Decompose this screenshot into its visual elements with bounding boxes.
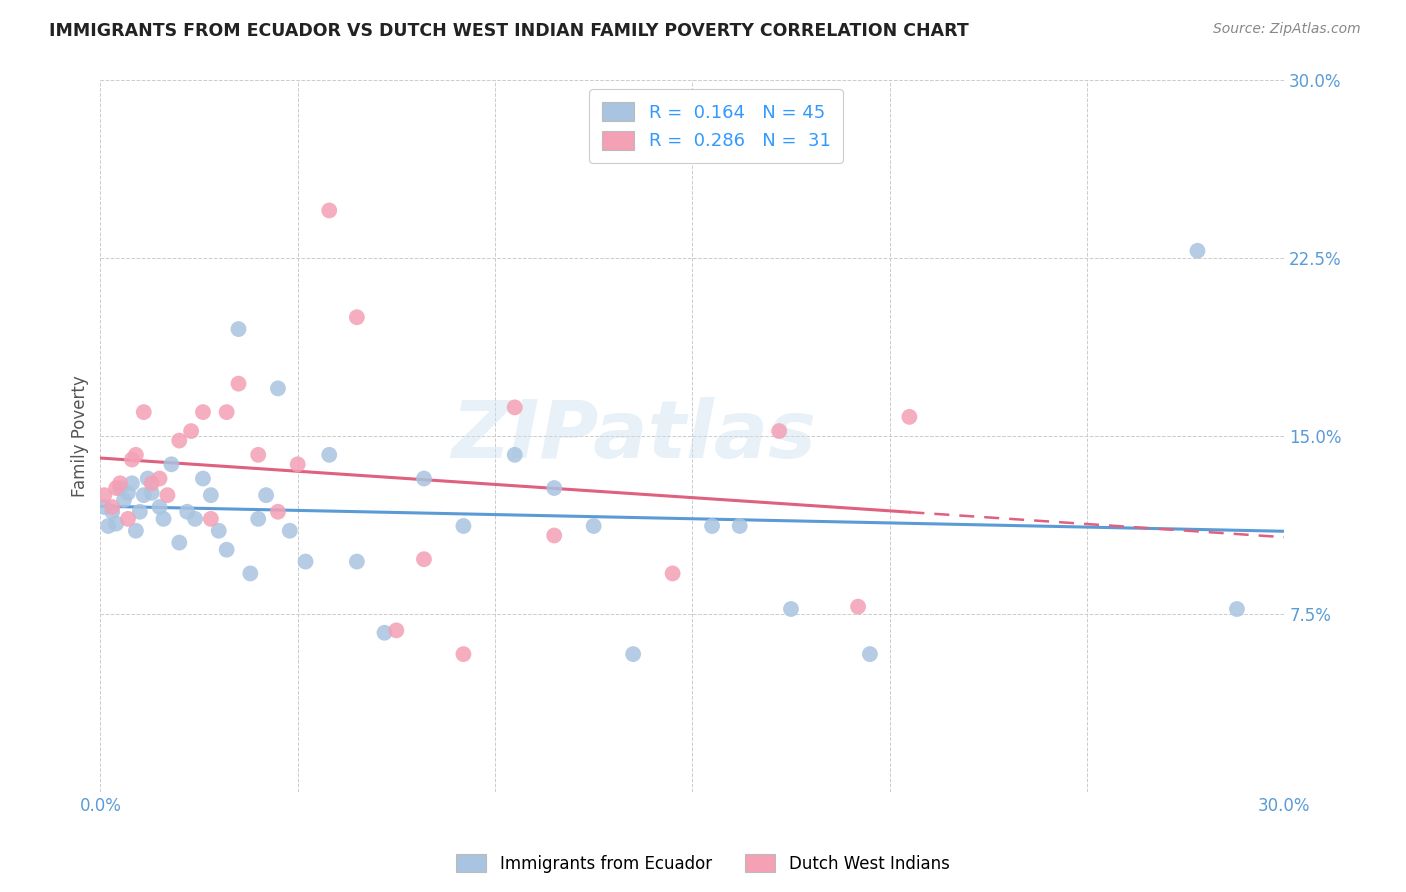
Point — [148, 500, 170, 514]
Point — [247, 512, 270, 526]
Point — [200, 512, 222, 526]
Point — [503, 401, 526, 415]
Point — [105, 481, 128, 495]
Point — [184, 512, 207, 526]
Point — [543, 481, 565, 495]
Point — [413, 552, 436, 566]
Point — [318, 448, 340, 462]
Point — [169, 535, 191, 549]
Text: Source: ZipAtlas.com: Source: ZipAtlas.com — [1213, 22, 1361, 37]
Point — [413, 471, 436, 485]
Point — [267, 505, 290, 519]
Point — [215, 542, 238, 557]
Point — [112, 492, 135, 507]
Point — [152, 512, 174, 526]
Point — [200, 488, 222, 502]
Point — [128, 505, 150, 519]
Point — [453, 519, 475, 533]
Legend: Immigrants from Ecuador, Dutch West Indians: Immigrants from Ecuador, Dutch West Indi… — [450, 847, 956, 880]
Point — [247, 448, 270, 462]
Point — [346, 310, 368, 325]
Point — [97, 519, 120, 533]
Point — [621, 647, 644, 661]
Point — [898, 409, 921, 424]
Point — [132, 405, 155, 419]
Point — [254, 488, 277, 502]
Point — [108, 476, 131, 491]
Text: ZIPatlas: ZIPatlas — [451, 397, 815, 475]
Point — [132, 488, 155, 502]
Point — [768, 424, 790, 438]
Point — [228, 376, 250, 391]
Point — [156, 488, 179, 502]
Point — [93, 488, 115, 502]
Point — [176, 505, 198, 519]
Point — [117, 485, 139, 500]
Point — [318, 203, 340, 218]
Point — [859, 647, 882, 661]
Point — [121, 452, 143, 467]
Point — [208, 524, 231, 538]
Point — [728, 519, 751, 533]
Point — [228, 322, 250, 336]
Point — [294, 555, 316, 569]
Point — [101, 505, 124, 519]
Point — [267, 381, 290, 395]
Point — [121, 476, 143, 491]
Y-axis label: Family Poverty: Family Poverty — [72, 375, 89, 497]
Point — [169, 434, 191, 448]
Point — [1187, 244, 1209, 258]
Point — [105, 516, 128, 531]
Point — [215, 405, 238, 419]
Point — [780, 602, 803, 616]
Point — [160, 458, 183, 472]
Text: IMMIGRANTS FROM ECUADOR VS DUTCH WEST INDIAN FAMILY POVERTY CORRELATION CHART: IMMIGRANTS FROM ECUADOR VS DUTCH WEST IN… — [49, 22, 969, 40]
Point — [278, 524, 301, 538]
Point — [108, 481, 131, 495]
Point — [385, 624, 408, 638]
Point — [125, 524, 148, 538]
Point — [93, 500, 115, 514]
Point — [287, 458, 309, 472]
Point — [503, 448, 526, 462]
Point — [191, 405, 214, 419]
Point — [136, 471, 159, 485]
Point — [846, 599, 869, 614]
Point — [453, 647, 475, 661]
Point — [180, 424, 202, 438]
Point — [1226, 602, 1249, 616]
Point — [346, 555, 368, 569]
Point — [543, 528, 565, 542]
Point — [373, 625, 395, 640]
Point — [125, 448, 148, 462]
Point — [582, 519, 605, 533]
Point — [148, 471, 170, 485]
Point — [141, 485, 163, 500]
Point — [101, 500, 124, 514]
Point — [239, 566, 262, 581]
Point — [191, 471, 214, 485]
Point — [117, 512, 139, 526]
Point — [141, 476, 163, 491]
Legend: R =  0.164   N = 45, R =  0.286   N =  31: R = 0.164 N = 45, R = 0.286 N = 31 — [589, 89, 844, 163]
Point — [700, 519, 723, 533]
Point — [661, 566, 683, 581]
